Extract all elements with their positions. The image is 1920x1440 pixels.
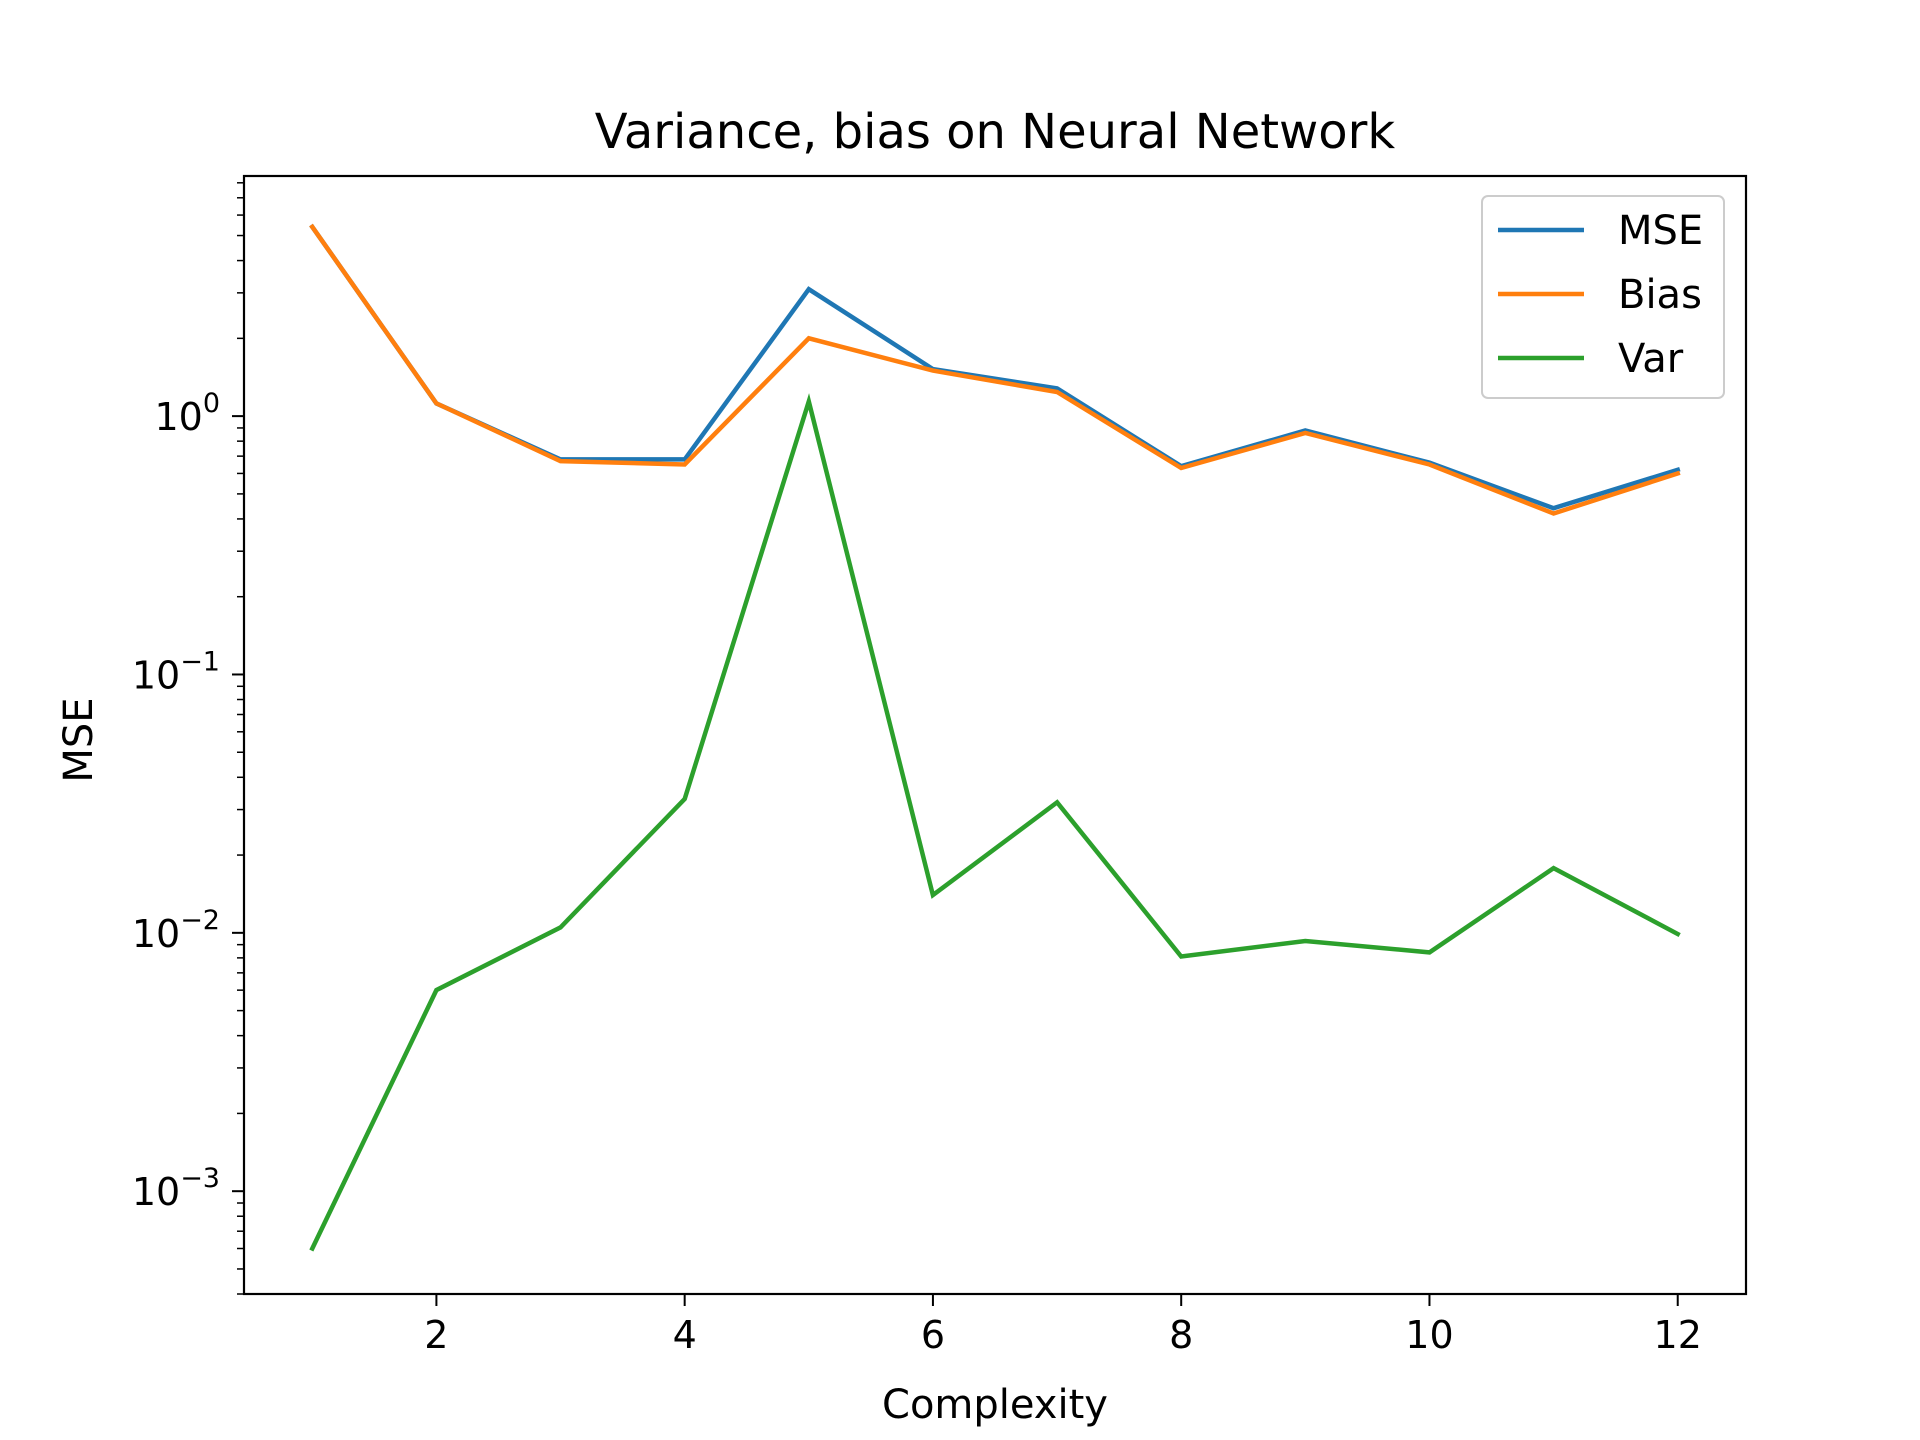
y-tick-label: 100: [154, 388, 220, 439]
axes-frame: [242, 174, 1748, 1296]
plot-area: [309, 223, 1681, 1252]
x-tick-label: 2: [424, 1313, 448, 1357]
series-line-var: [309, 393, 1681, 1252]
x-tick-label: 6: [921, 1313, 945, 1357]
x-tick-label: 10: [1405, 1313, 1453, 1357]
legend-label-bias: Bias: [1618, 272, 1702, 318]
axis-ticks: 2 4 6 8 10 12 10−3 10−2 10−1 100: [132, 182, 1702, 1357]
x-axis-label: Complexity: [882, 1382, 1108, 1428]
y-tick-label: 10−3: [132, 1163, 220, 1214]
chart-title: Variance, bias on Neural Network: [595, 104, 1396, 160]
legend-label-var: Var: [1618, 336, 1684, 382]
series-line-bias: [309, 223, 1681, 516]
y-tick-label: 10−2: [132, 905, 220, 956]
x-tick-label: 8: [1169, 1313, 1193, 1357]
series-line-mse: [309, 223, 1681, 511]
legend: MSE Bias Var: [1481, 195, 1725, 399]
y-tick-label: 10−1: [132, 646, 220, 697]
x-tick-label: 4: [673, 1313, 697, 1357]
legend-box: [1481, 195, 1725, 399]
y-axis-label: MSE: [56, 697, 102, 782]
legend-label-mse: MSE: [1618, 208, 1703, 254]
x-tick-label: 12: [1654, 1313, 1702, 1357]
